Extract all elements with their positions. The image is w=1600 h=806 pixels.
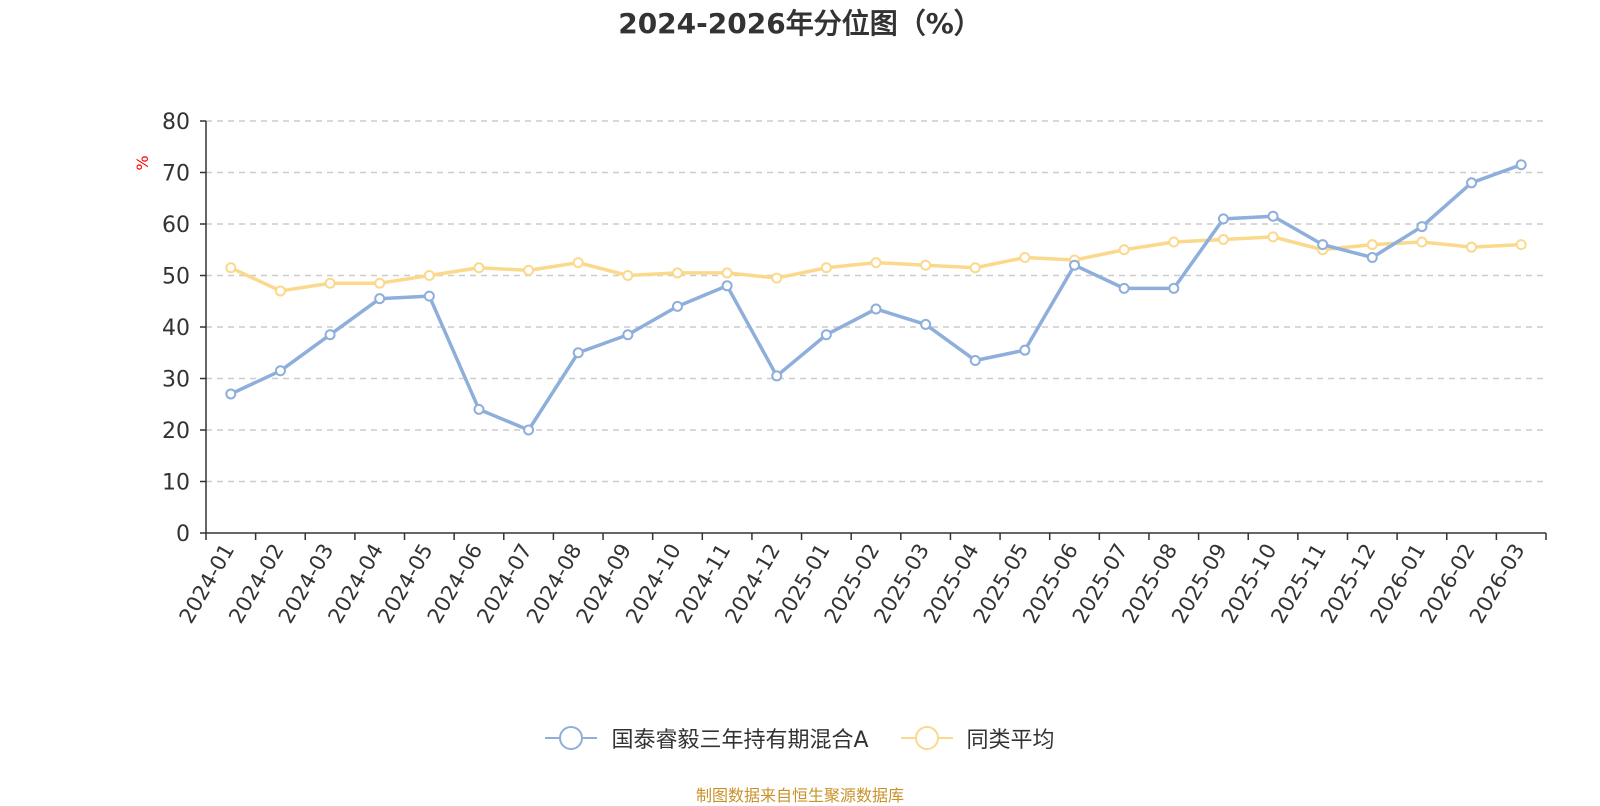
data-point (225, 262, 237, 274)
series-1 (225, 231, 1527, 297)
y-tick-label: 40 (162, 316, 190, 341)
source-note: 制图数据来自恒生聚源数据库 (695, 786, 904, 805)
legend-item[interactable]: 同类平均 (900, 722, 1055, 754)
y-tick-label: 30 (162, 368, 190, 393)
data-point (721, 267, 733, 279)
legend: 国泰睿毅三年持有期混合A 同类平均 (0, 722, 1600, 754)
y-tick-label: 10 (162, 471, 190, 496)
data-point (1366, 251, 1378, 263)
data-point (1515, 159, 1527, 171)
data-point (1317, 239, 1329, 251)
grid-lines (206, 120, 1546, 483)
data-point (1217, 213, 1229, 225)
data-point (324, 277, 336, 289)
axes: 010203040506070802024-012024-022024-0320… (162, 110, 1547, 627)
data-point (423, 270, 435, 281)
data-point (473, 262, 485, 274)
data-point (1267, 231, 1279, 243)
data-point (1019, 344, 1031, 356)
data-point (1466, 177, 1478, 189)
data-point (920, 259, 932, 271)
data-point (671, 300, 683, 312)
y-tick-label: 60 (162, 213, 190, 238)
data-point (225, 388, 237, 400)
data-point (1118, 282, 1130, 294)
data-point (721, 280, 733, 292)
data-point (920, 318, 932, 330)
data-point (1466, 241, 1478, 253)
data-point (1019, 251, 1031, 263)
data-point (771, 272, 783, 284)
data-point (423, 290, 435, 302)
legend-marker-icon (900, 726, 953, 750)
legend-label: 国泰睿毅三年持有期混合A (611, 728, 869, 753)
data-point (374, 277, 386, 289)
data-point (523, 424, 535, 436)
data-point (671, 267, 683, 279)
legend-label: 同类平均 (966, 728, 1055, 753)
series-0 (225, 159, 1527, 436)
data-point (1366, 239, 1378, 251)
data-point (870, 303, 882, 315)
data-point (1515, 239, 1527, 251)
y-tick-label: 80 (162, 110, 190, 135)
data-point (969, 354, 981, 366)
data-point (622, 329, 634, 341)
y-axis-label: % (133, 155, 152, 170)
data-point (771, 370, 783, 382)
data-point (473, 403, 485, 415)
y-tick-label: 0 (176, 522, 190, 547)
data-point (1168, 282, 1180, 294)
data-point (523, 264, 535, 276)
data-point (1267, 210, 1279, 222)
data-point (1168, 236, 1180, 248)
data-point (1416, 236, 1428, 248)
data-point (870, 257, 882, 269)
data-point (820, 329, 832, 341)
data-point (1118, 244, 1130, 256)
data-point (820, 262, 832, 274)
data-point (969, 262, 981, 274)
legend-marker-icon (545, 726, 598, 750)
data-point (1217, 233, 1229, 245)
legend-item[interactable]: 国泰睿毅三年持有期混合A (545, 722, 869, 754)
data-point (324, 329, 336, 341)
data-point (1416, 221, 1428, 233)
data-point (1069, 259, 1081, 271)
data-point (572, 347, 584, 359)
chart-title: 2024-2026年分位图（%） (618, 7, 982, 40)
data-point (374, 293, 386, 305)
data-point (274, 285, 286, 297)
data-point (274, 365, 286, 377)
series-lines (225, 159, 1527, 436)
y-tick-label: 20 (162, 419, 190, 444)
y-tick-label: 70 (162, 162, 190, 187)
y-tick-label: 50 (162, 265, 190, 290)
data-point (572, 257, 584, 269)
data-point (622, 270, 634, 281)
